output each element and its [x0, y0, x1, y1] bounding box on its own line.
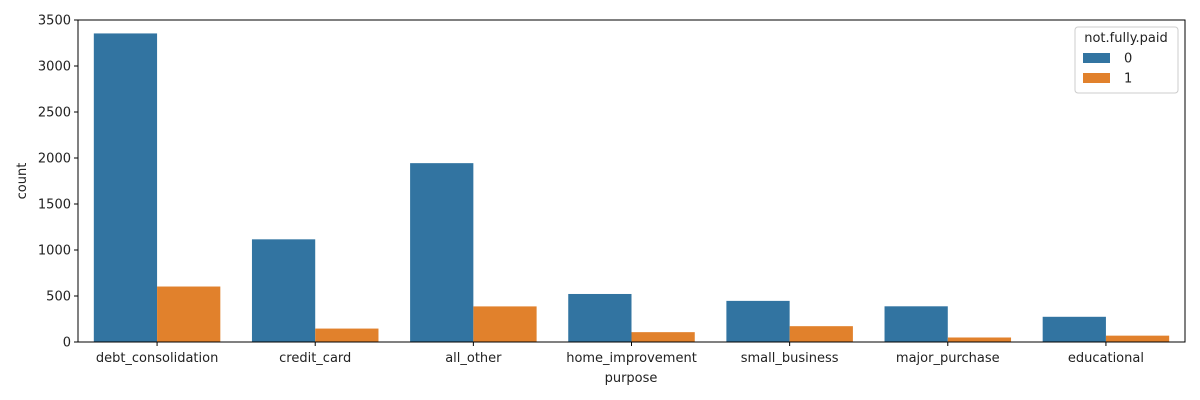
legend: not.fully.paid 01	[1074, 26, 1179, 94]
bar-educational-series-1	[1105, 335, 1170, 342]
bar-major-purchase-series-1	[947, 337, 1012, 342]
bar-home-improvement-series-0	[568, 293, 632, 342]
legend-title: not.fully.paid	[1084, 31, 1168, 46]
bar-credit-card-series-0	[251, 239, 316, 342]
bar-small-business-series-0	[726, 300, 790, 342]
legend-swatch-0	[1083, 53, 1110, 63]
y-tick-label: 3000	[38, 60, 71, 75]
y-tick-label: 0	[63, 336, 71, 351]
y-tick-label: 2000	[38, 152, 71, 167]
bar-small-business-series-1	[789, 326, 853, 342]
bar-all-other-series-1	[473, 306, 537, 342]
y-tick-label: 1500	[38, 198, 71, 213]
legend-label-1: 1	[1124, 72, 1132, 87]
bar-all-other-series-0	[410, 163, 474, 342]
plot-frame	[77, 19, 1186, 343]
bar-debt-consolidation-series-1	[157, 286, 221, 342]
x-tick-label: debt_consolidation	[96, 351, 219, 366]
legend-items: 01	[1083, 52, 1132, 87]
bar-major-purchase-series-0	[884, 306, 948, 342]
x-tick-label: credit_card	[279, 351, 351, 366]
x-tick-label: major_purchase	[896, 351, 1000, 366]
y-tick-label: 3500	[38, 14, 71, 29]
legend-label-0: 0	[1124, 52, 1132, 67]
bars-layer	[93, 33, 1170, 342]
bar-home-improvement-series-1	[631, 332, 695, 342]
bar-debt-consolidation-series-0	[93, 33, 158, 342]
y-tick-label: 1000	[38, 244, 71, 259]
bar-credit-card-series-1	[315, 328, 379, 342]
x-tick-label: all_other	[445, 351, 502, 366]
bar-educational-series-0	[1042, 316, 1106, 342]
y-axis: 0 500 1000 1500 2000 2500 3000 3500	[38, 14, 78, 351]
y-axis-title: count	[15, 163, 30, 200]
x-tick-label: small_business	[741, 351, 839, 366]
x-tick-label: home_improvement	[566, 351, 697, 366]
y-tick-label: 500	[46, 290, 71, 305]
x-axis: debt_consolidation credit_card all_other ho…	[96, 342, 1144, 366]
x-axis-title: purpose	[605, 371, 658, 386]
legend-swatch-1	[1083, 73, 1110, 83]
x-tick-label: educational	[1068, 351, 1144, 366]
y-tick-label: 2500	[38, 106, 71, 121]
